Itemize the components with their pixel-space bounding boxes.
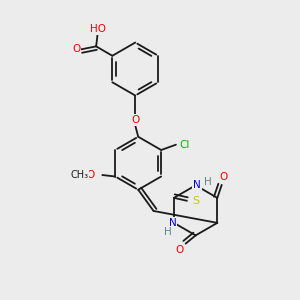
Text: HO: HO <box>90 24 106 34</box>
Text: S: S <box>192 196 199 206</box>
Text: O: O <box>175 244 183 254</box>
Text: H: H <box>164 227 172 237</box>
Text: H: H <box>204 177 212 187</box>
Text: N: N <box>169 218 176 228</box>
Text: N: N <box>193 180 201 190</box>
Text: CH₃: CH₃ <box>70 170 88 180</box>
Text: O: O <box>131 115 140 125</box>
Text: O: O <box>219 172 227 182</box>
Text: O: O <box>86 170 95 180</box>
Text: Cl: Cl <box>179 140 190 150</box>
Text: O: O <box>72 44 80 54</box>
